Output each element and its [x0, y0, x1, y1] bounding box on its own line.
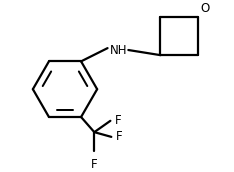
Text: F: F	[115, 114, 122, 127]
Text: O: O	[200, 2, 209, 15]
Text: F: F	[116, 130, 123, 143]
Text: NH: NH	[110, 44, 128, 57]
Text: F: F	[91, 158, 98, 171]
